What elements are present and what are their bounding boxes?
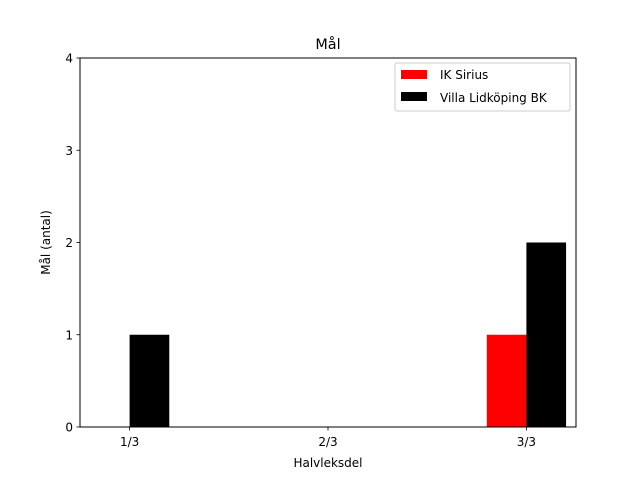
- legend-swatch-ik-sirius: [401, 70, 427, 79]
- x-tick-label: 1/3: [120, 435, 139, 449]
- y-tick-label: 1: [65, 328, 73, 342]
- y-tick-label: 2: [65, 236, 73, 250]
- bar-villa-lidkoping-bk-3-3: [526, 242, 567, 427]
- y-tick-label: 0: [65, 421, 73, 435]
- x-axis-label: Halvleksdel: [293, 456, 362, 470]
- legend-label-villa-lidkoping-bk: Villa Lidköping BK: [440, 91, 548, 105]
- x-tick-label: 3/3: [517, 435, 536, 449]
- legend-swatch-villa-lidkoping-bk: [401, 92, 427, 101]
- y-axis-label: Mål (antal): [39, 210, 53, 275]
- x-tick-label: 2/3: [318, 435, 337, 449]
- legend-label-ik-sirius: IK Sirius: [440, 68, 488, 82]
- chart-title: Mål: [315, 36, 340, 53]
- bar-villa-lidkoping-bk-1-3: [129, 334, 170, 427]
- y-tick-label: 3: [65, 144, 73, 158]
- legend-frame: [394, 62, 571, 112]
- bar-ik-sirius-3-3: [486, 334, 527, 427]
- y-tick-label: 4: [65, 52, 73, 66]
- legend: IK Sirius Villa Lidköping BK: [394, 62, 571, 112]
